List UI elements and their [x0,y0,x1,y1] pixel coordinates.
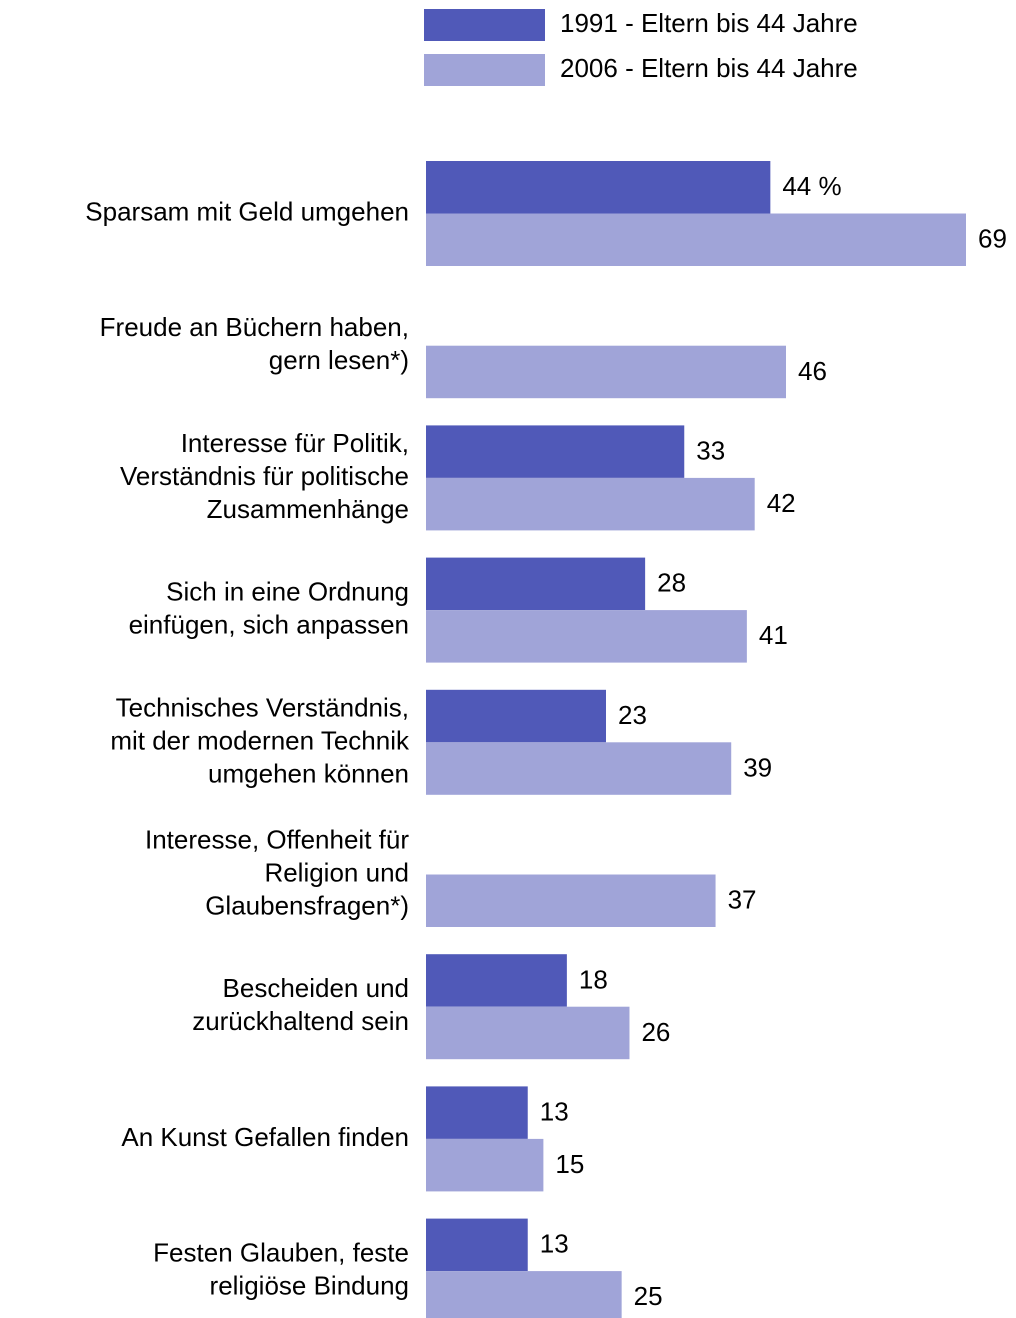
category-label: An Kunst Gefallen finden [121,1122,409,1152]
bar [426,1138,544,1192]
bar [426,477,755,531]
bar [426,213,966,266]
bar [426,874,716,927]
bar [426,689,606,743]
category-label: Freude an Büchern haben, gern lesen*) [100,312,409,375]
category-label: Sparsam mit Geld umgehen [85,196,409,226]
value-label: 41 [759,620,788,650]
value-label: 39 [743,752,772,782]
category-label: Interesse für Politik, Verständnis für po… [120,428,409,524]
category-label: Interesse, Offenheit für Religion und Glau… [145,824,409,920]
value-label: 13 [540,1229,569,1259]
value-label: 44 % [782,171,841,201]
bar [426,1006,630,1060]
bar [426,954,567,1007]
value-label: 25 [634,1281,663,1311]
value-label: 13 [540,1097,569,1127]
category-label: Sich in eine Ordnung einfügen, sich anpas… [129,576,409,639]
legend-label: 1991 - Eltern bis 44 Jahre [560,8,858,38]
value-label: 18 [579,964,608,994]
bar [426,1086,528,1139]
value-label: 69 [978,224,1007,254]
bar [426,425,685,478]
legend-swatch [424,9,545,41]
legend-label: 2006 - Eltern bis 44 Jahre [560,53,858,83]
value-label: 28 [657,568,686,598]
category-label: Bescheiden und zurückhaltend sein [192,973,409,1036]
category-label: Technisches Verständnis, mit der modernen… [110,692,410,788]
bar [426,742,732,795]
value-label: 26 [641,1017,670,1047]
value-label: 42 [767,488,796,518]
bar [426,161,771,214]
bar [426,557,646,611]
category-label: Festen Glauben, feste religiöse Bindung [153,1237,409,1300]
value-label: 37 [728,885,757,915]
value-label: 23 [618,700,647,730]
bar [426,345,786,399]
value-label: 46 [798,356,827,386]
bar [426,1218,528,1272]
value-label: 15 [555,1149,584,1179]
legend-swatch [424,54,545,86]
bar [426,1271,622,1318]
bar [426,610,747,663]
value-label: 33 [696,436,725,466]
